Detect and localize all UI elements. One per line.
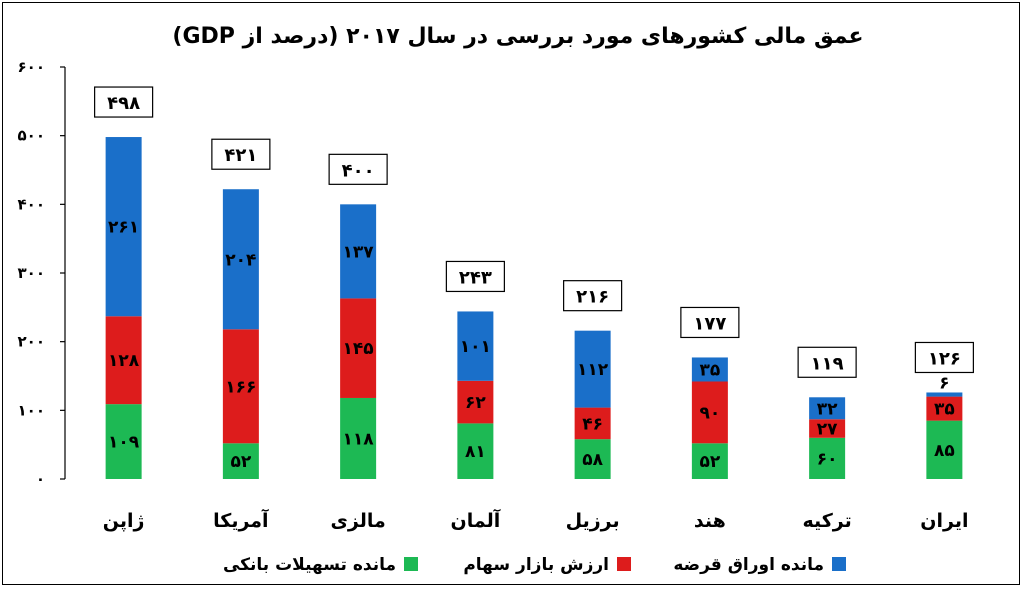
- bar-segment: [340, 204, 377, 299]
- category-label: آلمان: [451, 508, 501, 532]
- total-label-box: [680, 306, 740, 339]
- category-label: مالزی: [330, 510, 385, 532]
- bar-segment: [457, 423, 494, 479]
- bar-segment: [691, 357, 728, 382]
- bar-segment: [105, 137, 142, 317]
- segment-value-label: ۸۵: [934, 441, 955, 461]
- y-axis: ۰ ۱۰۰ ۲۰۰ ۳۰۰ ۴۰۰ ۵۰۰ ۶۰۰: [18, 58, 66, 488]
- segment-value-label: ۴۶: [582, 414, 603, 434]
- segment-value-label: ۶: [939, 373, 949, 393]
- total-value-label: ۱۷۷: [693, 313, 726, 334]
- total-label-box: [563, 280, 623, 312]
- segment-value-label: ۶۲: [465, 393, 486, 413]
- y-tick-label: ۴۰۰: [18, 195, 45, 213]
- bar-segment: [926, 420, 963, 479]
- bar-segment: [809, 397, 846, 420]
- segment-value-label: ۱۳۷: [343, 242, 375, 262]
- bar-segment: [222, 189, 259, 330]
- total-label-box: [445, 260, 505, 293]
- segment-value-label: ۱۰۹: [108, 433, 140, 453]
- segment-value-label: ۱۶۶: [225, 377, 256, 397]
- legend-label: مانده اوراق قرضه: [673, 555, 824, 575]
- bar-segment: [457, 380, 494, 424]
- bar-segment: [105, 404, 142, 479]
- total-label-box: [211, 138, 271, 170]
- bar-segment: [809, 437, 846, 479]
- y-tick-label: ۲۰۰: [18, 333, 45, 351]
- bar-segment: [105, 316, 142, 405]
- bar-segment: [574, 439, 611, 479]
- legend-label: مانده تسهیلات بانکی: [223, 555, 396, 575]
- total-value-label: ۴۰۰: [342, 160, 375, 181]
- category-label: آمریکا: [213, 508, 269, 532]
- segment-value-label: ۹۰: [699, 403, 720, 423]
- total-label-box: [797, 346, 857, 378]
- segment-value-label: ۵۸: [582, 450, 603, 470]
- legend-swatch: [617, 557, 631, 571]
- segment-value-label: ۲۷: [817, 420, 838, 440]
- total-label-box: [328, 153, 388, 185]
- y-tick-label: ۱۰۰: [18, 401, 45, 419]
- category-label: ترکیه: [802, 510, 851, 532]
- total-value-label: ۱۲۶: [928, 348, 961, 369]
- total-value-label: ۱۱۹: [811, 353, 844, 374]
- segment-value-label: ۱۰۱: [460, 337, 491, 357]
- bar-segment: [809, 419, 846, 438]
- segment-value-label: ۵۲: [230, 452, 251, 472]
- bar-segment: [457, 311, 494, 381]
- total-value-label: ۴۹۸: [107, 93, 140, 114]
- category-label: برزیل: [566, 510, 620, 532]
- y-tick-label: ۳۰۰: [18, 264, 45, 282]
- bar-segment: [926, 392, 963, 397]
- bar-segment: [340, 397, 377, 479]
- legend: مانده اوراق قرضه ارزش بازار سهام مانده تسه…: [223, 555, 846, 575]
- bar-segment: [691, 443, 728, 479]
- total-label-box: [94, 86, 154, 118]
- segment-value-label: ۱۱۸: [343, 429, 375, 449]
- category-label: هند: [694, 510, 726, 532]
- total-value-label: ۴۲۱: [224, 145, 257, 166]
- total-label-box: [914, 341, 974, 374]
- category-label: ایران: [920, 510, 968, 532]
- segment-value-label: ۱۱۲: [577, 360, 609, 380]
- segment-value-label: ۵۲: [699, 452, 720, 472]
- bar-segment: [574, 330, 611, 408]
- y-tick-label: ۶۰۰: [18, 58, 45, 76]
- segment-value-label: ۸۱: [465, 442, 486, 462]
- chart-title: عمق مالی کشورهای مورد بررسی در سال ۲۰۱۷ …: [172, 24, 863, 49]
- bar-segment: [926, 396, 963, 421]
- segment-value-label: ۳۵: [699, 360, 720, 380]
- bar-segment: [222, 443, 259, 479]
- total-value-label: ۲۴۳: [459, 267, 492, 288]
- total-value-label: ۲۱۶: [576, 287, 609, 308]
- y-tick-label: ۵۰۰: [18, 127, 45, 145]
- bars: ۱۰۹۱۲۸۲۶۱۴۹۸۵۲۱۶۶۲۰۴۴۲۱۱۱۸۱۴۵۱۳۷۴۰۰۸۱۶۲۱…: [94, 86, 974, 479]
- bar-segment: [340, 298, 377, 398]
- legend-swatch: [832, 557, 846, 571]
- category-label: ژاپن: [103, 510, 145, 532]
- bar-segment: [222, 329, 259, 444]
- y-tick-label: ۰: [36, 470, 45, 488]
- segment-value-label: ۲۶۱: [108, 218, 139, 238]
- category-labels: ژاپن آمریکا مالزی آلمان برزیل هند ترکیه ایران: [103, 508, 969, 532]
- segment-value-label: ۱۴۵: [343, 339, 374, 359]
- legend-swatch: [404, 557, 418, 571]
- bar-segment: [574, 407, 611, 440]
- segment-value-label: ۱۲۸: [108, 351, 140, 371]
- segment-value-label: ۳۵: [934, 400, 955, 420]
- stacked-bar-chart: عمق مالی کشورهای مورد بررسی در سال ۲۰۱۷ …: [18, 24, 974, 575]
- segment-value-label: ۳۲: [817, 399, 838, 419]
- bar-segment: [691, 381, 728, 444]
- legend-label: ارزش بازار سهام: [463, 555, 609, 575]
- segment-value-label: ۶۰: [817, 449, 838, 469]
- segment-value-label: ۲۰۴: [225, 250, 256, 270]
